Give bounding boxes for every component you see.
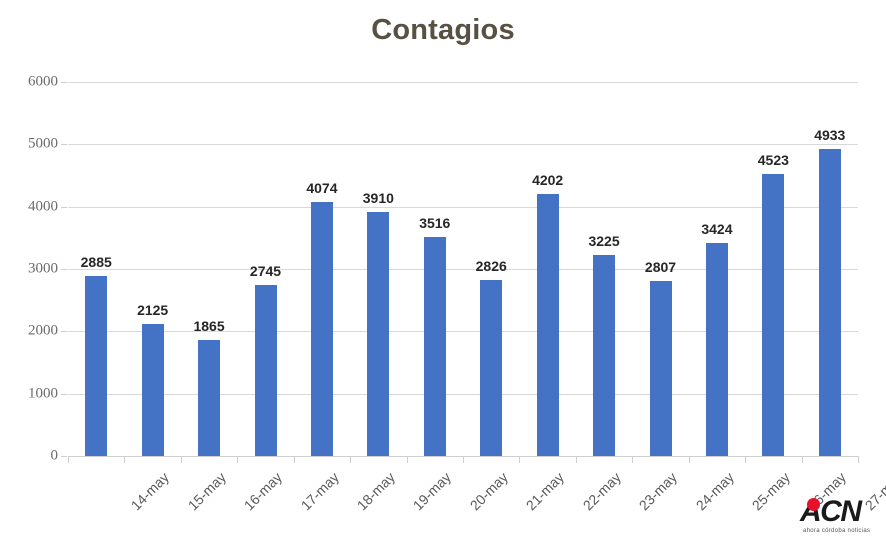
plot-area xyxy=(68,82,858,456)
bar[interactable] xyxy=(536,194,559,456)
y-axis-tick-label: 2000 xyxy=(28,322,58,339)
acn-watermark-logo: ACN ahora córdoba noticias xyxy=(795,496,883,538)
x-axis-tick-mark xyxy=(406,456,408,463)
gridline xyxy=(68,144,858,146)
x-axis-tick-label: 15-may xyxy=(184,469,229,514)
x-axis-tick-mark xyxy=(858,456,859,463)
x-axis-tick-mark xyxy=(237,456,239,463)
bar[interactable] xyxy=(367,212,390,456)
y-axis-tick-mark xyxy=(61,456,67,457)
bar-data-label: 3225 xyxy=(588,232,620,249)
bar[interactable] xyxy=(85,276,108,456)
y-axis-tick-label: 0 xyxy=(50,447,59,464)
y-axis-tick-label: 4000 xyxy=(28,198,58,215)
bar-data-label: 3516 xyxy=(419,214,451,231)
bar[interactable] xyxy=(310,202,333,456)
x-axis-tick-mark xyxy=(801,456,803,463)
bar-data-label: 2826 xyxy=(475,257,507,274)
x-axis-tick-mark xyxy=(180,456,182,463)
gridline xyxy=(68,82,858,83)
bar-data-label: 4523 xyxy=(757,152,789,169)
bar-data-label: 3910 xyxy=(362,190,394,207)
bar-data-label: 4074 xyxy=(306,180,338,197)
bar[interactable] xyxy=(705,242,728,456)
x-axis-tick-mark xyxy=(688,456,690,463)
y-axis-tick-label: 1000 xyxy=(28,385,58,402)
x-axis-tick-label: 19-may xyxy=(410,469,455,514)
bar-data-label: 4202 xyxy=(532,172,564,189)
y-axis-tick-mark xyxy=(61,269,67,270)
acn-logo-tagline: ahora córdoba noticias xyxy=(803,528,871,534)
x-axis-tick-label: 23-may xyxy=(635,469,681,514)
x-axis-tick-mark xyxy=(463,456,464,463)
y-axis-tick-mark xyxy=(61,331,67,333)
x-axis-tick-mark xyxy=(350,456,352,463)
x-axis-tick-mark xyxy=(519,456,521,463)
x-axis-tick-label: 20-may xyxy=(466,469,511,514)
bar-data-label: 2745 xyxy=(249,262,282,279)
bar[interactable] xyxy=(254,284,277,456)
bar-data-label: 3424 xyxy=(701,220,733,237)
y-axis-tick-mark xyxy=(61,393,67,395)
bar[interactable] xyxy=(593,254,616,456)
acn-logo-dot-icon xyxy=(807,498,820,511)
x-axis-tick-label: 17-may xyxy=(297,469,342,514)
bar[interactable] xyxy=(423,236,446,456)
x-axis-tick-label: 25-may xyxy=(748,469,793,514)
x-axis-tick-mark xyxy=(293,456,295,463)
y-axis-labels: 0 1000 2000 3000 4000 5000 6000 xyxy=(0,0,67,540)
bar-data-label: 2125 xyxy=(137,301,169,318)
y-axis-tick-mark xyxy=(61,82,67,83)
x-axis-tick-label: 18-may xyxy=(353,469,398,514)
bar[interactable] xyxy=(198,339,221,456)
x-axis-tick-mark xyxy=(745,456,747,463)
bar[interactable] xyxy=(480,279,503,456)
bar[interactable] xyxy=(762,174,785,456)
bar-data-label: 1865 xyxy=(193,317,225,334)
gridline xyxy=(68,269,858,270)
chart-title: Contagios xyxy=(371,14,515,46)
y-axis-tick-label: 3000 xyxy=(28,260,58,277)
y-axis-tick-mark xyxy=(61,144,67,146)
x-axis-tick-label: 14-may xyxy=(127,469,173,514)
x-axis-tick-label: 16-may xyxy=(240,469,286,514)
y-axis-tick-label: 5000 xyxy=(28,135,58,152)
x-axis-tick-mark xyxy=(632,456,634,463)
bar-data-label: 2885 xyxy=(80,254,112,271)
bar[interactable] xyxy=(818,148,841,456)
y-axis-tick-mark xyxy=(61,206,67,208)
x-axis-tick-mark xyxy=(68,456,69,463)
x-axis-tick-label: 24-may xyxy=(692,469,737,514)
x-axis-tick-label: 21-may xyxy=(522,469,568,514)
gridline xyxy=(68,331,858,333)
bar[interactable] xyxy=(649,281,672,456)
x-axis-tick-mark xyxy=(124,456,126,463)
x-axis-tick-label: 22-may xyxy=(579,469,624,514)
gridline xyxy=(68,393,858,395)
bar[interactable] xyxy=(141,323,164,456)
y-axis-tick-label: 6000 xyxy=(28,73,58,90)
bar-data-label: 2807 xyxy=(644,259,677,276)
x-axis-tick-mark xyxy=(575,456,577,463)
bar-data-label: 4933 xyxy=(814,126,846,143)
gridline xyxy=(68,206,858,208)
